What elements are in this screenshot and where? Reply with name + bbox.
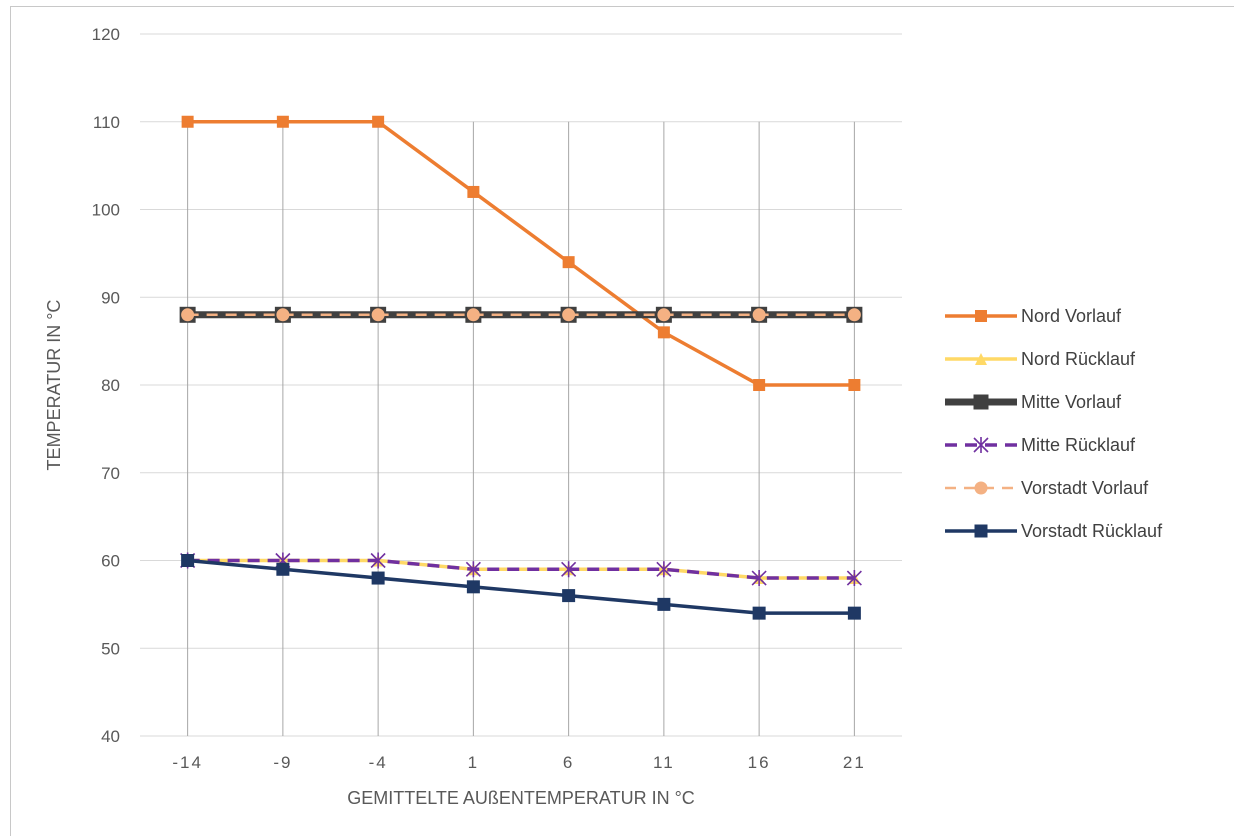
data-point-marker (276, 115, 289, 128)
y-tick-label: 70 (101, 464, 120, 483)
series-lines (179, 115, 863, 620)
x-tick-label: 21 (843, 753, 866, 772)
series-line (187, 558, 855, 615)
data-point-marker (848, 379, 861, 391)
data-point-marker (181, 554, 195, 567)
y-axis-title: TEMPERATUR IN °C (44, 300, 64, 471)
data-point-marker (753, 379, 766, 391)
data-point-marker (466, 580, 480, 594)
y-axis-ticks: 40 50 60 70 80 90 100 110 120 (92, 25, 120, 746)
data-point-marker (974, 481, 988, 495)
legend-label: Nord Vorlauf (1021, 306, 1122, 326)
series-vorstadt-vorlauf (181, 308, 861, 322)
data-point-marker (657, 597, 671, 611)
x-tick-label: 6 (563, 753, 574, 772)
legend-label: Mitte Vorlauf (1021, 392, 1122, 412)
legend: Nord Vorlauf Nord Rücklauf Mitte Vorlauf Mi… (945, 306, 1163, 541)
data-point-marker (752, 308, 766, 322)
data-point-marker (847, 308, 861, 322)
legend-item: Vorstadt Vorlauf (945, 478, 1149, 498)
legend-label: Vorstadt Vorlauf (1021, 478, 1149, 498)
y-tick-label: 40 (101, 727, 120, 746)
data-point-marker (751, 570, 767, 587)
legend-item: Vorstadt Rücklauf (945, 521, 1163, 541)
data-point-marker (562, 589, 576, 603)
data-point-marker (752, 606, 766, 620)
legend-label: Nord Rücklauf (1021, 349, 1136, 369)
x-tick-label: -14 (172, 753, 203, 772)
data-point-marker (562, 256, 575, 269)
y-tick-label: 120 (92, 25, 120, 44)
data-point-marker (465, 561, 481, 578)
legend-item: Nord Rücklauf (945, 349, 1136, 369)
data-point-marker (562, 308, 576, 322)
data-point-marker (657, 308, 671, 322)
x-tick-label: 11 (653, 753, 675, 772)
series-line (187, 558, 855, 580)
series-nord-vorlauf (181, 115, 861, 391)
data-point-marker (370, 552, 386, 569)
legend-item: Nord Vorlauf (945, 306, 1122, 326)
y-tick-label: 60 (101, 552, 120, 571)
data-point-marker (467, 185, 480, 198)
x-tick-label: -4 (369, 753, 388, 772)
x-tick-label: 1 (468, 753, 479, 772)
data-point-marker (846, 570, 862, 587)
x-axis-ticks: -14 -9 -4 1 6 11 16 21 (172, 753, 866, 772)
data-point-marker (656, 561, 672, 578)
legend-label: Mitte Rücklauf (1021, 435, 1136, 455)
series-vorstadt-r-cklauf (181, 554, 861, 620)
legend-item: Mitte Vorlauf (945, 392, 1122, 412)
data-point-marker (181, 115, 194, 128)
data-point-marker (975, 310, 987, 322)
data-point-marker (371, 571, 385, 585)
data-point-marker (657, 326, 670, 339)
data-point-marker (181, 308, 195, 322)
y-tick-label: 110 (93, 113, 120, 132)
data-point-marker (975, 353, 987, 365)
series-line (187, 120, 855, 387)
data-point-marker (372, 115, 385, 128)
x-tick-label: -9 (273, 753, 292, 772)
data-point-marker (974, 524, 988, 538)
x-axis-title: GEMITTELTE AUßENTEMPERATUR IN °C (347, 788, 695, 808)
data-point-marker (973, 437, 989, 453)
legend-item: Mitte Rücklauf (945, 435, 1136, 455)
x-tick-label: 16 (748, 753, 771, 772)
y-tick-label: 100 (92, 201, 120, 220)
y-tick-label: 50 (101, 639, 120, 658)
y-tick-label: 90 (101, 288, 120, 307)
y-tick-label: 80 (101, 376, 120, 395)
data-point-marker (973, 394, 989, 410)
data-point-marker (276, 308, 290, 322)
data-point-marker (276, 562, 290, 576)
data-point-marker (847, 606, 861, 620)
chart-frame (10, 6, 1234, 836)
legend-label: Vorstadt Rücklauf (1021, 521, 1163, 541)
data-point-marker (371, 308, 385, 322)
data-point-marker (561, 561, 577, 578)
data-point-marker (466, 308, 480, 322)
